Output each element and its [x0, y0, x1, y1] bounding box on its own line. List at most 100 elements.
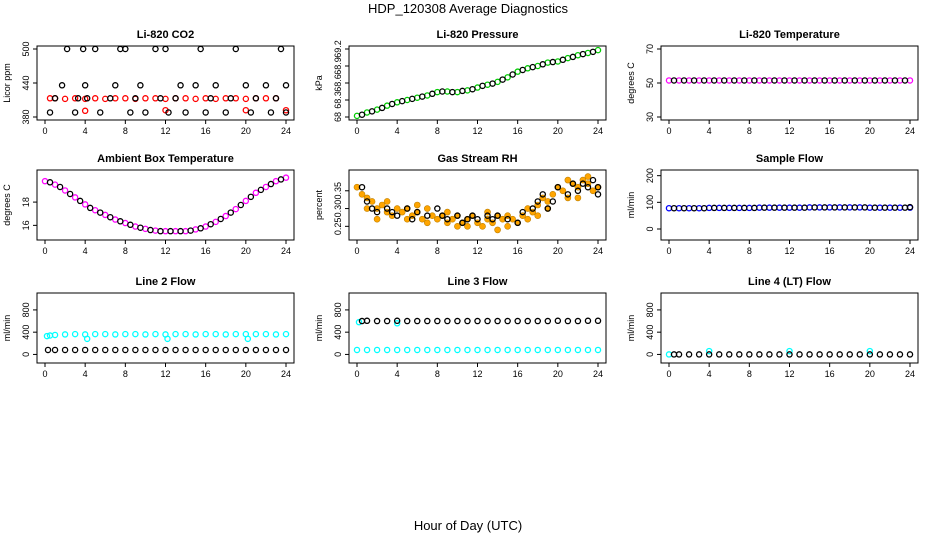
panel-4: Gas Stream RH percent 0 4 8 12 16 20 24 0.250.300… [314, 153, 607, 256]
y-tick-label: 68 [333, 112, 343, 122]
data-point [222, 346, 229, 354]
data-point [182, 346, 189, 354]
data-point [544, 346, 552, 354]
data-point [906, 203, 914, 211]
data-point [74, 95, 82, 102]
data-point [137, 82, 144, 89]
data-point [444, 208, 451, 216]
data-point [413, 201, 421, 209]
x-tick-label: 4 [83, 246, 88, 256]
panel-7: Line 3 Flow ml/min 0 4 8 12 16 20 24 0 400 800 [314, 276, 607, 379]
data-point [192, 226, 199, 233]
x-tick-label: 0 [42, 246, 47, 256]
data-point [227, 209, 235, 216]
data-point [172, 330, 179, 338]
data-point [413, 317, 421, 325]
x-tick-label: 0 [42, 369, 47, 379]
x-tick-label: 12 [472, 246, 482, 256]
data-point [720, 204, 728, 212]
data-point [710, 77, 718, 84]
data-point [680, 77, 688, 84]
x-tick-label: 16 [513, 246, 523, 256]
data-point [91, 45, 99, 53]
data-point [876, 351, 884, 358]
data-point [112, 82, 119, 89]
x-tick-label: 20 [241, 246, 251, 256]
data-point [881, 204, 889, 211]
data-point [267, 180, 275, 188]
data-point [901, 77, 909, 84]
data-point [534, 212, 542, 219]
data-point [127, 221, 134, 229]
data-point [172, 95, 179, 102]
x-tick-label: 4 [395, 246, 400, 256]
x-tick-label: 20 [865, 126, 875, 136]
data-point [690, 204, 698, 212]
data-point [58, 82, 66, 89]
data-point [157, 227, 164, 235]
data-point [464, 223, 471, 230]
x-tick-label: 20 [241, 126, 251, 136]
x-tick-label: 8 [747, 369, 752, 379]
data-point [514, 346, 521, 354]
y-axis-label: degrees C [626, 62, 636, 104]
data-point [262, 82, 270, 89]
x-tick-label: 16 [201, 126, 211, 136]
data-point [484, 81, 491, 88]
data-point [403, 346, 411, 354]
data-point [484, 317, 491, 325]
data-point [439, 88, 446, 95]
data-point [91, 206, 99, 214]
x-tick-label: 24 [281, 369, 291, 379]
data-point [212, 82, 219, 89]
data-point [454, 346, 461, 354]
data-point [137, 224, 144, 231]
y-tick-label: 500 [21, 41, 31, 56]
data-point [61, 95, 69, 103]
data-point [388, 208, 396, 216]
data-point [781, 77, 788, 84]
data-point [222, 331, 229, 338]
y-axis-label: ml/min [314, 315, 324, 342]
data-point [726, 351, 733, 358]
data-point [464, 346, 471, 354]
panel-8: Line 4 (LT) Flow ml/min 0 4 8 12 16 20 24 0 400 800 [626, 276, 919, 379]
data-point [670, 77, 678, 84]
data-point [766, 351, 773, 358]
data-point [534, 317, 542, 325]
data-point [355, 318, 363, 326]
x-tick-label: 4 [83, 126, 88, 136]
data-point [86, 204, 94, 212]
data-point [383, 346, 391, 354]
panel-3: Ambient Box Temperature degrees C 0 4 8 12 16 2… [2, 153, 295, 256]
data-point [182, 109, 189, 116]
data-point [786, 351, 793, 358]
data-point [142, 346, 149, 354]
y-tick-label: 0 [645, 226, 655, 231]
y-axis-label: degrees C [2, 184, 12, 226]
panel-title: Li-820 Pressure [437, 29, 519, 41]
plot-frame [36, 45, 295, 121]
data-point [71, 194, 79, 201]
data-point [464, 215, 471, 223]
data-point [378, 104, 386, 112]
data-point [44, 346, 52, 354]
data-point [202, 346, 209, 354]
data-point [504, 74, 511, 81]
data-point [489, 215, 496, 223]
data-point [277, 176, 285, 183]
panel-2: Li-820 Temperature degrees C 0 4 8 12 16 20 24 30… [626, 29, 919, 136]
data-point [393, 320, 401, 327]
data-point [499, 76, 506, 83]
data-point [403, 205, 411, 212]
data-point [851, 77, 859, 84]
data-point [751, 204, 758, 212]
data-point [107, 213, 114, 221]
y-tick-label: 800 [645, 302, 655, 317]
data-point [61, 187, 69, 194]
data-point [509, 71, 516, 78]
x-tick-label: 4 [395, 126, 400, 136]
data-point [212, 330, 219, 338]
data-point [202, 330, 209, 338]
y-tick-label: 800 [21, 302, 31, 317]
